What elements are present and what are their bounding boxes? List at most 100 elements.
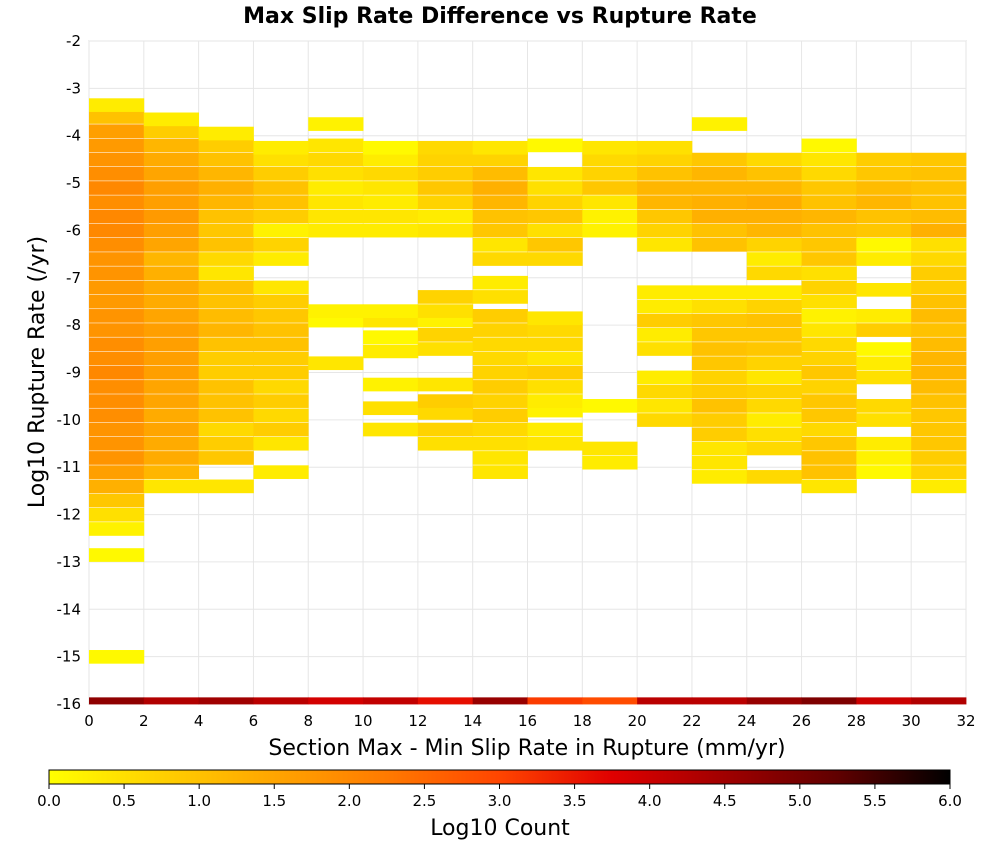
colorbar-label: Log10 Count [430, 816, 570, 841]
heatmap-cell [856, 436, 912, 451]
heatmap-cell [911, 280, 967, 295]
heatmap-cell [363, 697, 419, 705]
heatmap-cell [198, 380, 254, 394]
heatmap-cell [89, 138, 145, 153]
heatmap-cell [253, 394, 309, 408]
heatmap-cell [856, 209, 912, 224]
heatmap-cell [198, 238, 254, 252]
heatmap-cell [472, 181, 528, 195]
heatmap-cell [143, 124, 200, 139]
colorbar-tick-label: 4.5 [713, 792, 737, 810]
heatmap-cell [637, 223, 693, 238]
heatmap-cell [89, 238, 145, 252]
heatmap-cell [746, 441, 802, 456]
heatmap-cell [253, 166, 309, 181]
heatmap-cell [856, 399, 912, 413]
heatmap-cell [143, 280, 200, 295]
colorbar-tick-label: 1.5 [262, 792, 286, 810]
heatmap-cell [308, 195, 364, 210]
heatmap-cell [582, 152, 638, 167]
heatmap-cell [253, 280, 309, 295]
heatmap-cell [143, 479, 200, 494]
heatmap-cell [637, 697, 693, 705]
heatmap-cell [911, 252, 967, 266]
heatmap-cell [691, 427, 748, 442]
heatmap-cell [89, 337, 145, 352]
heatmap-cell [143, 166, 200, 181]
heatmap-cell [856, 370, 912, 385]
heatmap-cell [89, 479, 145, 494]
heatmap-cell [801, 294, 857, 309]
heatmap-cell [691, 181, 748, 195]
heatmap-cell [89, 209, 145, 224]
heatmap-cell [89, 650, 145, 664]
heatmap-cell [89, 266, 145, 281]
heatmap-cell [472, 394, 528, 408]
heatmap-cell [89, 98, 145, 112]
y-tick-label: -6 [66, 221, 81, 239]
colorbar-tick-label: 6.0 [938, 792, 962, 810]
colorbar-tick-label: 2.0 [337, 792, 361, 810]
heatmap-cell [472, 465, 528, 479]
colorbar-tick-label: 1.0 [187, 792, 211, 810]
heatmap-cell [856, 413, 912, 427]
heatmap-cell [417, 697, 474, 705]
heatmap-cell [89, 181, 145, 195]
heatmap-cell [363, 209, 419, 224]
heatmap-cell [198, 152, 254, 167]
heatmap-cell [417, 406, 474, 420]
heatmap-cell [253, 697, 309, 705]
heatmap-cell [308, 138, 364, 153]
heatmap-cell [801, 465, 857, 479]
heatmap-cell [801, 223, 857, 238]
heatmap-cell [856, 697, 912, 705]
heatmap-cell [527, 422, 583, 437]
heatmap-cell [801, 280, 857, 295]
heatmap-cell [527, 311, 583, 326]
heatmap-cell [89, 152, 145, 167]
heatmap-cell [911, 422, 967, 437]
heatmap-cell [691, 195, 748, 210]
heatmap-cell [801, 380, 857, 394]
heatmap-cell [856, 223, 912, 238]
heatmap-cell [89, 365, 145, 380]
heatmap-cell [746, 238, 802, 252]
heatmap-cell [637, 413, 693, 427]
heatmap-cell [911, 394, 967, 408]
colorbar [48, 769, 951, 785]
x-tick-label: 16 [518, 712, 537, 730]
heatmap-cell [911, 209, 967, 224]
heatmap-cells [89, 98, 967, 705]
heatmap-cell [143, 323, 200, 337]
heatmap-cell [856, 356, 912, 371]
heatmap-cell [527, 238, 583, 252]
heatmap-cell [363, 304, 419, 318]
heatmap-cell [582, 399, 638, 413]
heatmap-cell [308, 181, 364, 195]
heatmap-cell [801, 451, 857, 465]
heatmap-cell [637, 152, 693, 167]
heatmap-cell [308, 356, 364, 371]
y-tick-label: -11 [57, 458, 82, 476]
y-tick-label: -2 [66, 32, 81, 50]
heatmap-cell [198, 323, 254, 337]
heatmap-cell [308, 166, 364, 181]
heatmap-cell [801, 138, 857, 153]
y-tick-label: -7 [66, 269, 81, 287]
heatmap-cell [856, 252, 912, 266]
heatmap-cell [856, 195, 912, 210]
heatmap-cell [198, 195, 254, 210]
heatmap-cell [89, 252, 145, 266]
heatmap-cell [89, 493, 145, 508]
heatmap-cell [89, 451, 145, 465]
heatmap-cell [198, 209, 254, 224]
colorbar-tick-label: 0.5 [112, 792, 136, 810]
heatmap-cell [143, 112, 200, 127]
heatmap-cell [472, 408, 528, 423]
heatmap-cell [143, 252, 200, 266]
heatmap-cell [363, 422, 419, 437]
heatmap-cell [856, 309, 912, 323]
heatmap-cell [89, 465, 145, 479]
heatmap-cell [746, 299, 802, 314]
heatmap-cell [417, 436, 474, 451]
